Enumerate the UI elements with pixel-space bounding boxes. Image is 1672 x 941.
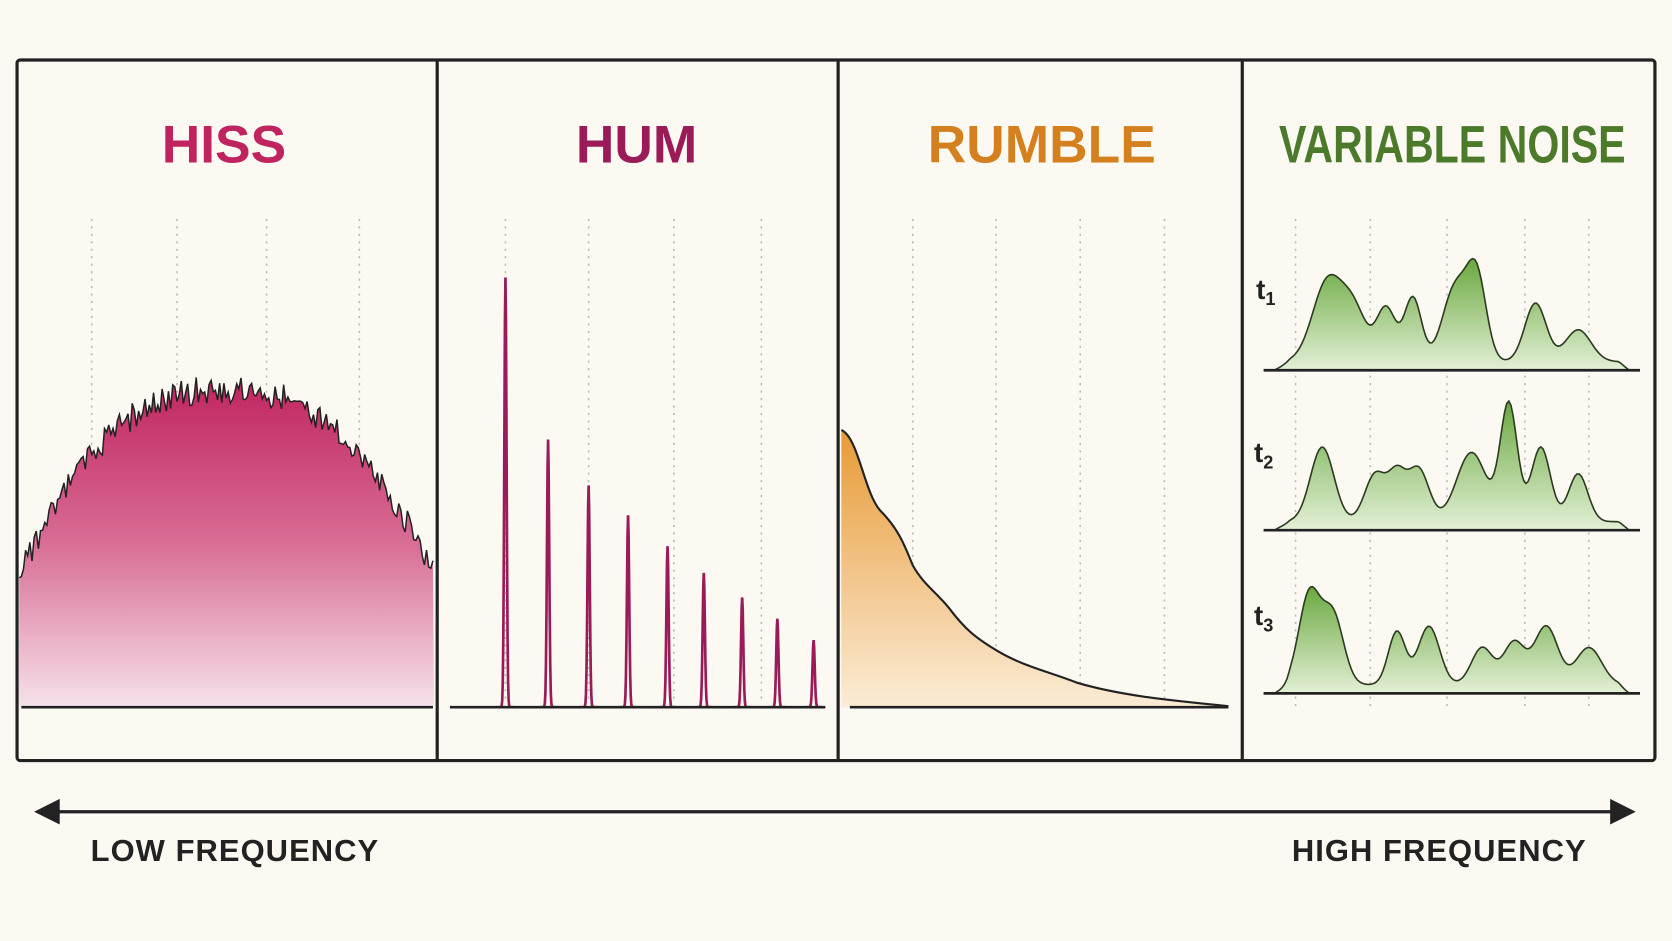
axis-label: LOW FREQUENCY [91, 833, 380, 868]
hum-peak [496, 277, 514, 709]
hiss-area [19, 377, 434, 708]
arrow-head [34, 798, 60, 825]
axis-label: HIGH FREQUENCY [1292, 833, 1587, 868]
noise-outline [1273, 257, 1629, 371]
time-label-subscript: 3 [1263, 616, 1273, 636]
time-label: t2 [1254, 437, 1273, 472]
panel-title: VARIABLE NOISE [1279, 115, 1626, 174]
time-label-text: t [1256, 274, 1265, 305]
hiss-outline [18, 377, 434, 579]
panel-title: HUM [576, 115, 697, 174]
noise-area [1274, 586, 1630, 694]
noise-area [1274, 258, 1630, 371]
time-label-text: t [1254, 437, 1263, 468]
hum-peak [580, 485, 598, 709]
hum-peak [805, 639, 823, 709]
noise-area [1274, 401, 1630, 531]
rumble-area [841, 429, 1229, 708]
time-label-subscript: 2 [1263, 452, 1273, 472]
time-label: t1 [1256, 274, 1275, 309]
noise-outline [1273, 585, 1629, 695]
hum-peak [733, 597, 751, 709]
hum-peak [539, 439, 557, 709]
time-label-text: t [1254, 600, 1263, 631]
panel-frame [15, 58, 1657, 763]
hum-peak [695, 572, 713, 709]
arrow-head [1610, 798, 1636, 825]
hum-peak [619, 515, 637, 709]
time-label: t3 [1254, 600, 1273, 635]
noise-outline [1273, 399, 1629, 531]
panel-title: RUMBLE [928, 115, 1156, 174]
panel-title: HISS [162, 115, 286, 174]
time-label-subscript: 1 [1265, 289, 1275, 309]
hum-peak [768, 618, 786, 709]
rumble-outline [840, 429, 1229, 708]
